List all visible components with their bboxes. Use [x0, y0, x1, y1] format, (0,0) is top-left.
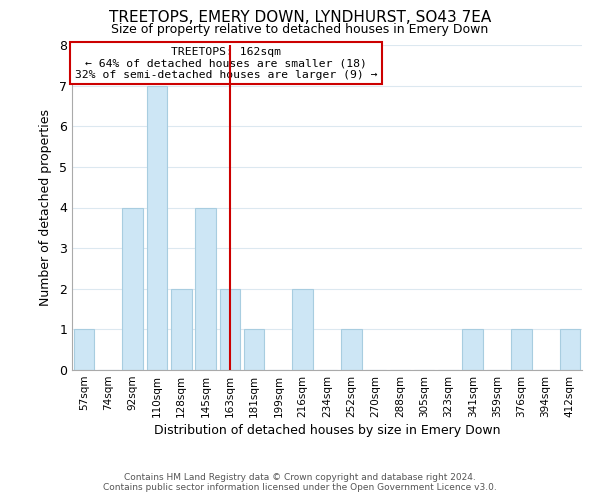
Bar	[146, 86, 167, 370]
Y-axis label: Number of detached properties: Number of detached properties	[39, 109, 52, 306]
Bar	[74, 330, 94, 370]
Text: TREETOPS: 162sqm
← 64% of detached houses are smaller (18)
32% of semi-detached : TREETOPS: 162sqm ← 64% of detached house…	[74, 46, 377, 80]
Text: Contains HM Land Registry data © Crown copyright and database right 2024.
Contai: Contains HM Land Registry data © Crown c…	[103, 473, 497, 492]
Bar	[560, 330, 580, 370]
Bar	[122, 208, 143, 370]
Bar	[244, 330, 265, 370]
Bar	[195, 208, 216, 370]
Text: Size of property relative to detached houses in Emery Down: Size of property relative to detached ho…	[112, 22, 488, 36]
Bar	[171, 289, 191, 370]
Bar	[511, 330, 532, 370]
Text: TREETOPS, EMERY DOWN, LYNDHURST, SO43 7EA: TREETOPS, EMERY DOWN, LYNDHURST, SO43 7E…	[109, 10, 491, 25]
X-axis label: Distribution of detached houses by size in Emery Down: Distribution of detached houses by size …	[154, 424, 500, 437]
Bar	[463, 330, 483, 370]
Bar	[220, 289, 240, 370]
Bar	[341, 330, 362, 370]
Bar	[292, 289, 313, 370]
